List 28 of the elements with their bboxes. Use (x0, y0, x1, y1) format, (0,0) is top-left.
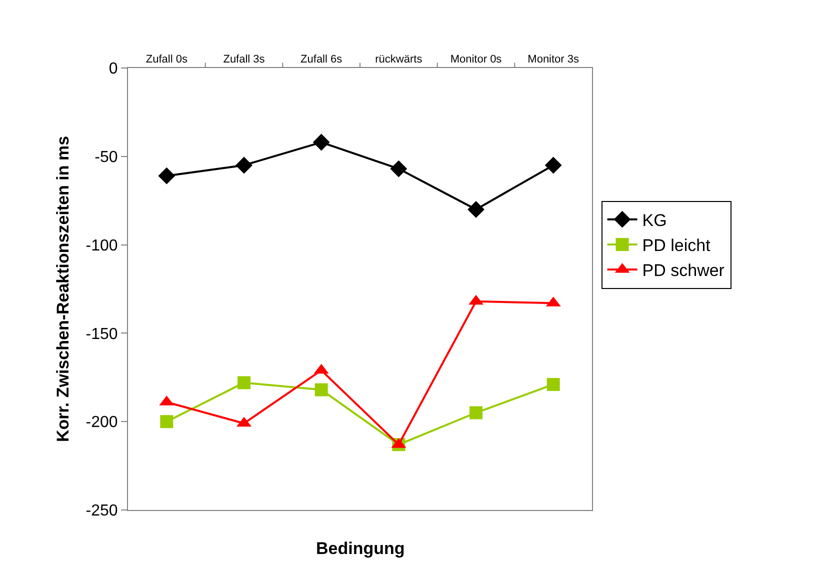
y-tick-label: -150 (86, 326, 118, 343)
legend-label: PD leicht (642, 236, 711, 256)
point (546, 378, 560, 391)
legend-label: KG (642, 210, 667, 230)
point (470, 406, 482, 420)
x-axis-title: Bedingung (316, 539, 405, 558)
x-tick-label: Zufall 0s (146, 54, 188, 66)
point (390, 160, 408, 178)
y-tick-label: -100 (86, 237, 118, 254)
x-tick-label: Zufall 6s (300, 54, 343, 66)
y-tick-label: 0 (108, 60, 118, 78)
y-tick-label: -50 (94, 149, 118, 166)
x-tick-label: Zufall 3s (223, 54, 266, 66)
legend-label: PD schwer (642, 261, 725, 280)
x-tick-label: rückwärts (375, 54, 423, 66)
point (468, 200, 484, 218)
x-tick-label: Monitor 3s (528, 54, 580, 66)
point (544, 156, 562, 174)
x-tick-label: Monitor 0s (450, 54, 502, 66)
point (314, 383, 328, 396)
point (238, 376, 250, 390)
y-axis-title: Korr. Zwischen-Reaktionszeiten in ms (53, 136, 72, 442)
point (312, 134, 330, 151)
point (158, 167, 176, 184)
point (236, 156, 252, 174)
y-tick-label: -250 (86, 502, 118, 520)
y-tick-label: -200 (86, 414, 118, 432)
point (160, 415, 174, 428)
